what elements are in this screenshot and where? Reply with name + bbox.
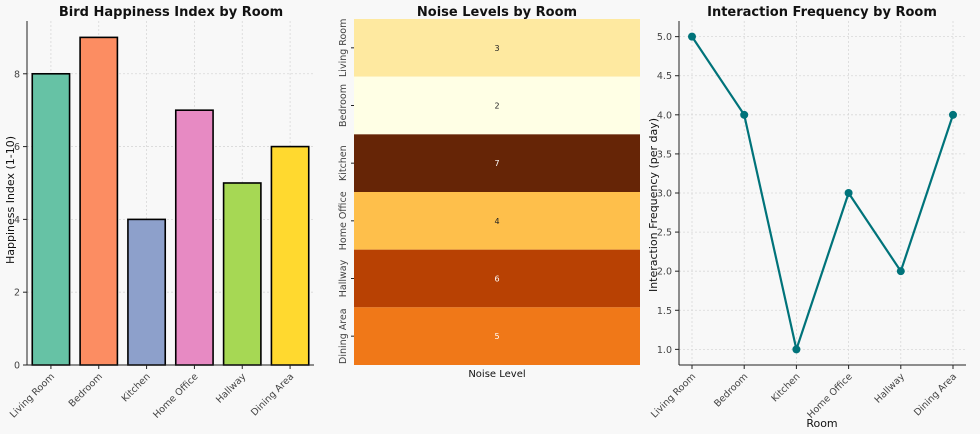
line-xtick-label: Hallway	[873, 371, 908, 406]
bar-chart-title: Bird Happiness Index by Room	[59, 5, 283, 20]
heat-ytick-label: Home Office	[338, 191, 349, 250]
bar-xtick-label: Living Room	[8, 371, 57, 420]
heatmap-xlabel: Noise Level	[468, 369, 525, 380]
line-chart-yticks: 1.0 1.5 2.0 2.5 3.0 3.5 4.0 4.5 5.0	[657, 32, 679, 356]
line-ytick-label: 2.0	[657, 267, 672, 278]
bar-xtick-label: Home Office	[151, 371, 200, 420]
bar-living-room	[31, 72, 71, 366]
bar-chart-axes	[26, 21, 314, 366]
heat-cell-home-office	[354, 192, 640, 250]
bar-hallway	[222, 182, 262, 366]
line-xtick-label: Home Office	[805, 371, 854, 420]
line-chart-ylabel: Interaction Frequency (per day)	[647, 118, 660, 292]
heatmap-yticks: Living Room Bedroom Kitchen Home Office Hall…	[338, 19, 354, 364]
line-chart-series	[688, 32, 957, 354]
heat-ytick-label: Hallway	[338, 259, 349, 297]
line-xtick-label: Living Room	[649, 371, 698, 420]
heat-cell-value: 5	[494, 332, 499, 341]
line-chart-title: Interaction Frequency by Room	[707, 5, 937, 20]
heat-cell-hallway	[354, 249, 640, 308]
heat-ytick-label: Living Room	[338, 19, 349, 77]
bar-xtick-label: Kitchen	[120, 371, 153, 404]
heat-cell-value: 3	[494, 44, 499, 53]
noise-heatmap: Noise Levels by Room 3 2 7 4 6 5 Living Room B…	[338, 5, 640, 380]
heat-cell-value: 7	[494, 159, 499, 168]
happiness-bar-chart: Bird Happiness Index by Room Happiness I…	[4, 5, 314, 421]
line-point-kitchen	[792, 345, 801, 354]
bar-ytick-label: 0	[14, 361, 20, 372]
line-xtick-label: Kitchen	[769, 371, 802, 404]
line-ytick-label: 5.0	[657, 32, 672, 43]
line-ytick-label: 3.0	[657, 189, 672, 200]
bar-xtick-label: Dining Area	[249, 371, 296, 418]
bar-bedroom	[79, 36, 119, 366]
heat-ytick-label: Kitchen	[338, 145, 349, 181]
bar-ytick-label: 8	[14, 69, 20, 80]
heat-cell-living-room	[354, 19, 640, 77]
heat-cell-value: 4	[494, 217, 499, 226]
bar-ytick-label: 6	[14, 142, 20, 153]
bar-dining-area	[270, 145, 310, 366]
bar-chart-yticks: 0 2 4 6 8	[14, 69, 27, 372]
line-chart-xlabel: Room	[806, 417, 837, 430]
interaction-line-chart: Interaction Frequency by Room Interactio…	[647, 5, 966, 430]
heat-cell-dining-area	[354, 307, 640, 365]
line-ytick-label: 4.0	[657, 110, 672, 121]
bar-ytick-label: 2	[14, 288, 20, 299]
line-chart-grid	[679, 21, 966, 365]
heatmap-cells: 3 2 7 4 6 5	[354, 19, 640, 365]
heat-cell-value: 6	[494, 275, 499, 284]
line-chart-xticks: Living Room Bedroom Kitchen Home Office Hall…	[649, 365, 959, 421]
line-series-path	[691, 36, 955, 354]
bar-home-office	[174, 109, 214, 366]
line-point-bedroom	[740, 110, 749, 119]
line-ytick-label: 3.5	[657, 149, 672, 160]
bar-xtick-label: Hallway	[214, 371, 249, 406]
heatmap-title: Noise Levels by Room	[417, 5, 577, 20]
line-xtick-label: Bedroom	[712, 371, 750, 409]
heat-ytick-label: Dining Area	[338, 308, 349, 364]
bar-chart-bars	[31, 36, 310, 366]
line-ytick-label: 4.5	[657, 71, 672, 82]
bar-xtick-label: Bedroom	[67, 371, 105, 409]
heat-cell-bedroom	[354, 76, 640, 135]
heat-ytick-label: Bedroom	[338, 84, 349, 127]
bar-kitchen	[127, 218, 167, 366]
line-point-dining-area	[949, 110, 957, 119]
line-ytick-label: 1.0	[657, 345, 672, 356]
heat-cell-kitchen	[354, 134, 640, 192]
line-point-home-office	[844, 189, 853, 197]
bar-ytick-label: 4	[14, 215, 20, 226]
line-xtick-label: Dining Area	[912, 371, 959, 418]
line-point-hallway	[896, 267, 905, 276]
line-point-living-room	[688, 32, 696, 41]
line-ytick-label: 1.5	[657, 306, 672, 317]
heat-cell-value: 2	[494, 102, 499, 111]
bar-chart-ylabel: Happiness Index (1-10)	[4, 136, 17, 264]
line-chart-axes	[678, 21, 966, 366]
line-ytick-label: 2.5	[657, 228, 672, 239]
